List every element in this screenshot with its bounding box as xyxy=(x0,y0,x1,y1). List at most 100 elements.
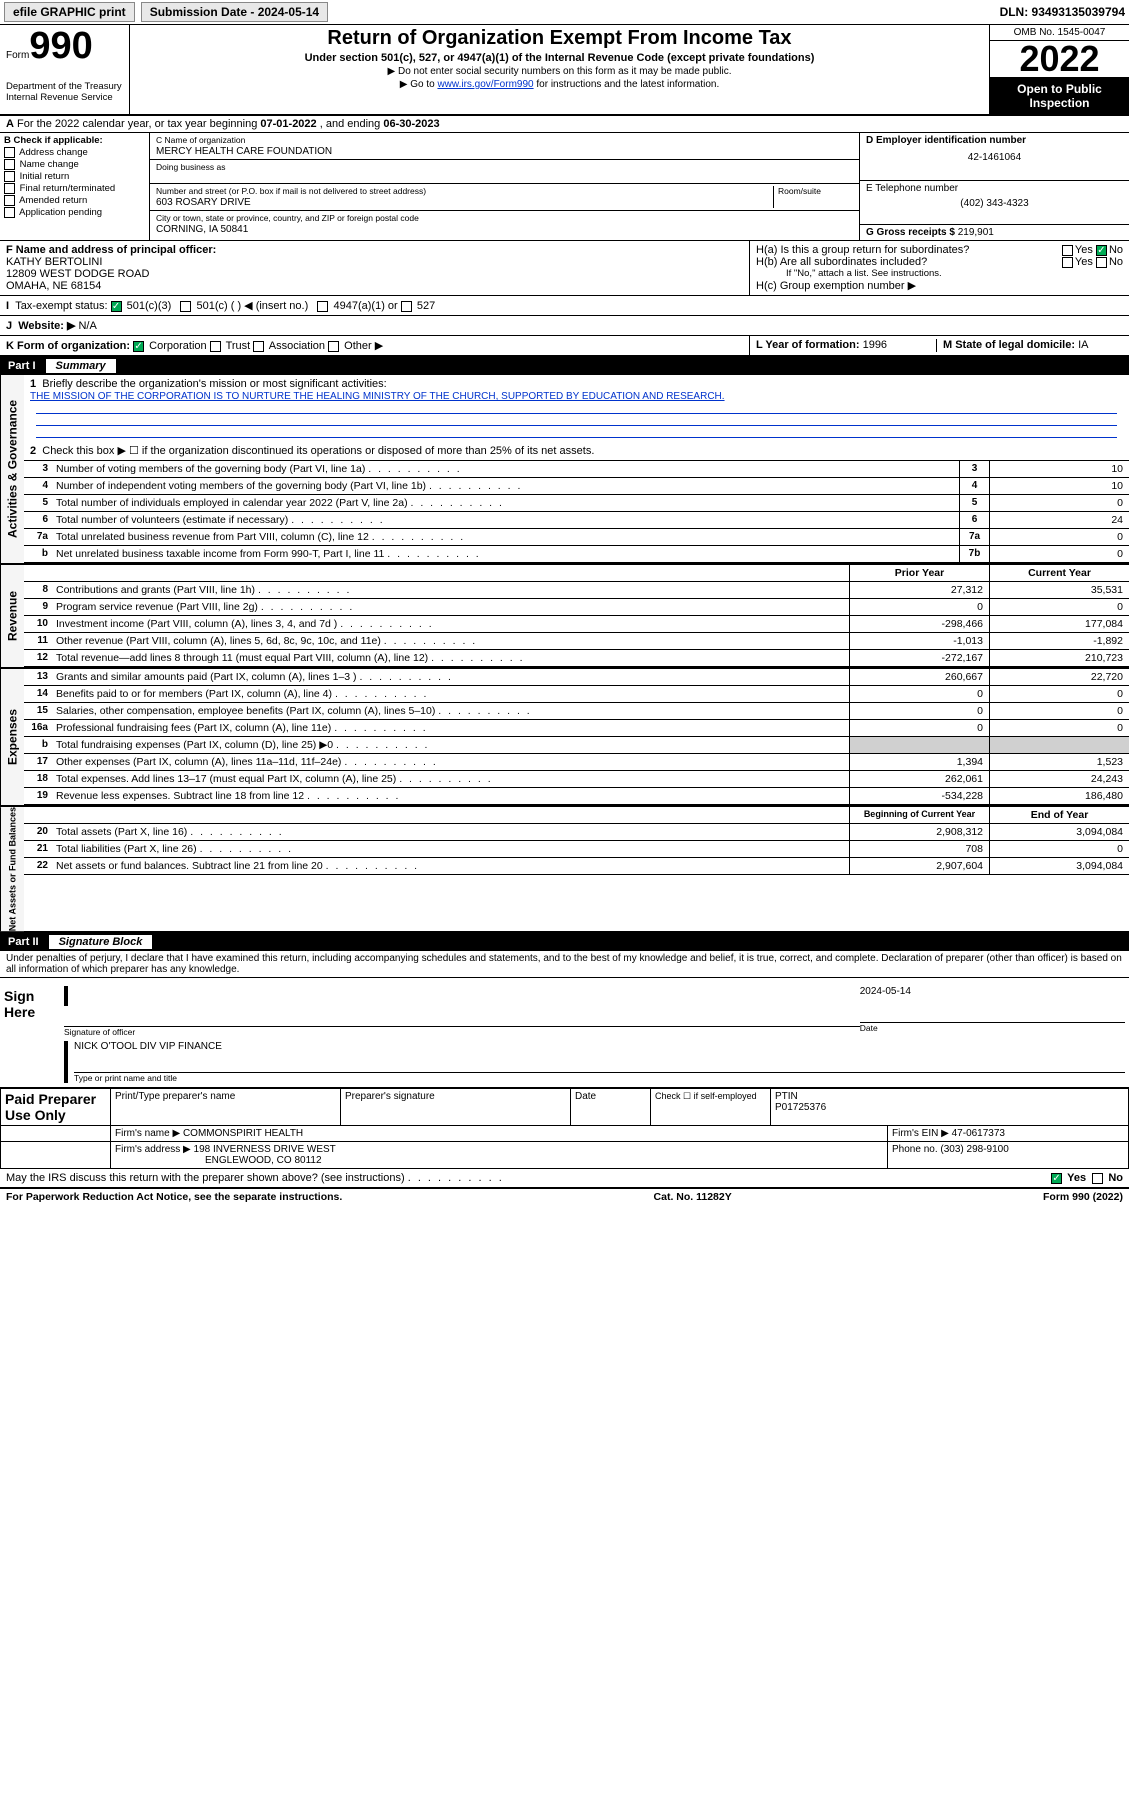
summary-row: 14Benefits paid to or for members (Part … xyxy=(24,686,1129,703)
line-a: A For the 2022 calendar year, or tax yea… xyxy=(0,116,1129,133)
ha-yes-checkbox[interactable] xyxy=(1062,245,1073,256)
title-box: Return of Organization Exempt From Incom… xyxy=(130,25,989,114)
summary-row: 15Salaries, other compensation, employee… xyxy=(24,703,1129,720)
subtitle-1: Under section 501(c), 527, or 4947(a)(1)… xyxy=(136,52,983,64)
summary-row: 7aTotal unrelated business revenue from … xyxy=(24,529,1129,546)
officer-label: F Name and address of principal officer: xyxy=(6,244,216,256)
box-d-e-g: D Employer identification number42-14610… xyxy=(859,133,1129,240)
discuss-yes-checkbox[interactable]: ✓ xyxy=(1051,1173,1062,1184)
summary-row: 10Investment income (Part VIII, column (… xyxy=(24,616,1129,633)
box-b-option[interactable]: Initial return xyxy=(4,171,145,182)
line-a-mid: , and ending xyxy=(317,118,384,130)
expenses-side-label: Expenses xyxy=(0,669,24,805)
year-formation-label: L Year of formation: xyxy=(756,339,860,351)
box-b-option[interactable]: Name change xyxy=(4,159,145,170)
pra-notice: For Paperwork Reduction Act Notice, see … xyxy=(6,1191,342,1203)
501c-text: 501(c) ( ) ◀ (insert no.) xyxy=(197,300,309,312)
tax-status-label: Tax-exempt status: xyxy=(15,300,107,312)
year-header-row: Prior Year Current Year xyxy=(24,565,1129,582)
summary-row: 5Total number of individuals employed in… xyxy=(24,495,1129,512)
submission-date-button[interactable]: Submission Date - 2024-05-14 xyxy=(141,2,328,22)
4947-checkbox[interactable] xyxy=(317,301,328,312)
summary-row: 17Other expenses (Part IX, column (A), l… xyxy=(24,754,1129,771)
firm-name-label: Firm's name ▶ xyxy=(115,1128,180,1139)
501c3-checkbox[interactable]: ✓ xyxy=(111,301,122,312)
goto-pre: ▶ Go to xyxy=(400,79,438,90)
other-checkbox[interactable] xyxy=(328,341,339,352)
room-label: Room/suite xyxy=(778,186,821,196)
501c-checkbox[interactable] xyxy=(180,301,191,312)
form-number-box: Form990 Department of the TreasuryIntern… xyxy=(0,25,130,114)
year-formation-value: 1996 xyxy=(863,339,887,351)
yes-text: Yes xyxy=(1075,244,1093,256)
corp-text: Corporation xyxy=(149,340,206,352)
summary-row: 4Number of independent voting members of… xyxy=(24,478,1129,495)
website-label: Website: ▶ xyxy=(18,320,75,332)
net-assets-side-label: Net Assets or Fund Balances xyxy=(0,807,24,931)
hb-no-checkbox[interactable] xyxy=(1096,257,1107,268)
net-assets-section: Net Assets or Fund Balances Beginning of… xyxy=(0,807,1129,933)
revenue-section: Revenue Prior Year Current Year 8Contrib… xyxy=(0,565,1129,669)
hb-yes-checkbox[interactable] xyxy=(1062,257,1073,268)
subtitle-2: ▶ Do not enter social security numbers o… xyxy=(136,66,983,77)
tax-year-begin: 07-01-2022 xyxy=(260,118,316,130)
box-b-option[interactable]: Application pending xyxy=(4,207,145,218)
h-a-label: H(a) Is this a group return for subordin… xyxy=(756,244,969,256)
preparer-date-header: Date xyxy=(571,1089,651,1125)
sig-date-label: Date xyxy=(860,1022,1125,1033)
box-b-option[interactable]: Final return/terminated xyxy=(4,183,145,194)
501c3-text: 501(c)(3) xyxy=(127,300,172,312)
discuss-no-checkbox[interactable] xyxy=(1092,1173,1103,1184)
no-text: No xyxy=(1109,244,1123,256)
paid-preparer-block: Paid Preparer Use Only Print/Type prepar… xyxy=(0,1088,1129,1169)
city-state-zip: CORNING, IA 50841 xyxy=(156,224,248,235)
part-2-label: Part II xyxy=(8,936,39,948)
box-b: B Check if applicable: Address change Na… xyxy=(0,133,150,240)
firm-name: COMMONSPIRIT HEALTH xyxy=(183,1128,303,1139)
tax-year-end: 06-30-2023 xyxy=(383,118,439,130)
ha-no-checkbox[interactable]: ✓ xyxy=(1096,245,1107,256)
yes-text2: Yes xyxy=(1075,256,1093,268)
h-b-label: H(b) Are all subordinates included? xyxy=(756,256,927,268)
officer-print-name: NICK O'TOOL DIV VIP FINANCE xyxy=(74,1041,1125,1052)
summary-row: 16aProfessional fundraising fees (Part I… xyxy=(24,720,1129,737)
summary-row: 18Total expenses. Add lines 13–17 (must … xyxy=(24,771,1129,788)
tax-year: 2022 xyxy=(990,41,1129,78)
print-name-label: Type or print name and title xyxy=(74,1072,1125,1083)
phone-label: E Telephone number xyxy=(866,183,958,194)
box-f: F Name and address of principal officer:… xyxy=(0,241,749,295)
cat-number: Cat. No. 11282Y xyxy=(654,1191,732,1203)
corp-checkbox[interactable]: ✓ xyxy=(133,341,144,352)
assoc-text: Association xyxy=(269,340,325,352)
trust-checkbox[interactable] xyxy=(210,341,221,352)
form-word: Form xyxy=(6,50,29,61)
summary-row: bTotal fundraising expenses (Part IX, co… xyxy=(24,737,1129,754)
preparer-name-header: Print/Type preparer's name xyxy=(111,1089,341,1125)
governance-section: Activities & Governance 1 Briefly descri… xyxy=(0,375,1129,565)
irs-link[interactable]: www.irs.gov/Form990 xyxy=(437,79,533,90)
efile-print-button[interactable]: efile GRAPHIC print xyxy=(4,2,135,22)
discuss-no-text: No xyxy=(1108,1172,1123,1184)
mission-line xyxy=(36,426,1117,438)
summary-row: 22Net assets or fund balances. Subtract … xyxy=(24,858,1129,875)
assoc-checkbox[interactable] xyxy=(253,341,264,352)
current-year-header: Current Year xyxy=(989,565,1129,581)
firm-ein: 47-0617373 xyxy=(952,1128,1005,1139)
summary-row: 20Total assets (Part X, line 16) 2,908,3… xyxy=(24,824,1129,841)
dba-label: Doing business as xyxy=(156,162,225,172)
may-discuss-text: May the IRS discuss this return with the… xyxy=(6,1172,405,1184)
ptin-label: PTIN xyxy=(775,1091,798,1102)
box-b-option[interactable]: Address change xyxy=(4,147,145,158)
addr-label: Number and street (or P.O. box if mail i… xyxy=(156,186,426,196)
part-1-header: Part I Summary xyxy=(0,357,1129,375)
officer-addr2: OMAHA, NE 68154 xyxy=(6,280,101,292)
527-checkbox[interactable] xyxy=(401,301,412,312)
return-title: Return of Organization Exempt From Incom… xyxy=(136,27,983,50)
summary-row: 12Total revenue—add lines 8 through 11 (… xyxy=(24,650,1129,667)
box-b-option[interactable]: Amended return xyxy=(4,195,145,206)
mission-line xyxy=(36,402,1117,414)
self-employed-header: Check ☐ if self-employed xyxy=(651,1089,771,1125)
firm-addr-label: Firm's address ▶ xyxy=(115,1144,191,1155)
part-1-label: Part I xyxy=(8,360,36,372)
entity-block: B Check if applicable: Address change Na… xyxy=(0,133,1129,241)
